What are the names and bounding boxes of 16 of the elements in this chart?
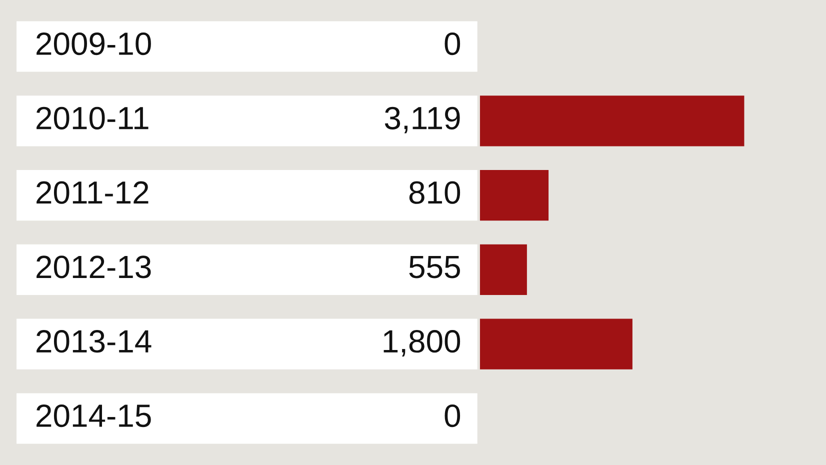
- data-label: 555: [409, 256, 460, 278]
- data-label: 0: [444, 404, 460, 428]
- y-tick-label: 2014-15: [36, 404, 151, 428]
- y-tick-label: 2009-10: [36, 32, 151, 56]
- data-label: 1,800: [384, 330, 460, 356]
- y-tick-label: 2012-13: [36, 256, 151, 278]
- y-tick-label: 2011-12: [36, 181, 148, 204]
- y-tick-label: 2013-14: [36, 330, 152, 353]
- bar: [480, 244, 527, 295]
- data-label: 3,119: [384, 106, 460, 134]
- bar: [480, 170, 549, 221]
- data-label: 0: [444, 32, 460, 56]
- y-tick-label: 2010-11: [36, 106, 148, 130]
- bar: [480, 96, 744, 146]
- bar: [480, 318, 632, 370]
- data-label: 810: [409, 181, 460, 204]
